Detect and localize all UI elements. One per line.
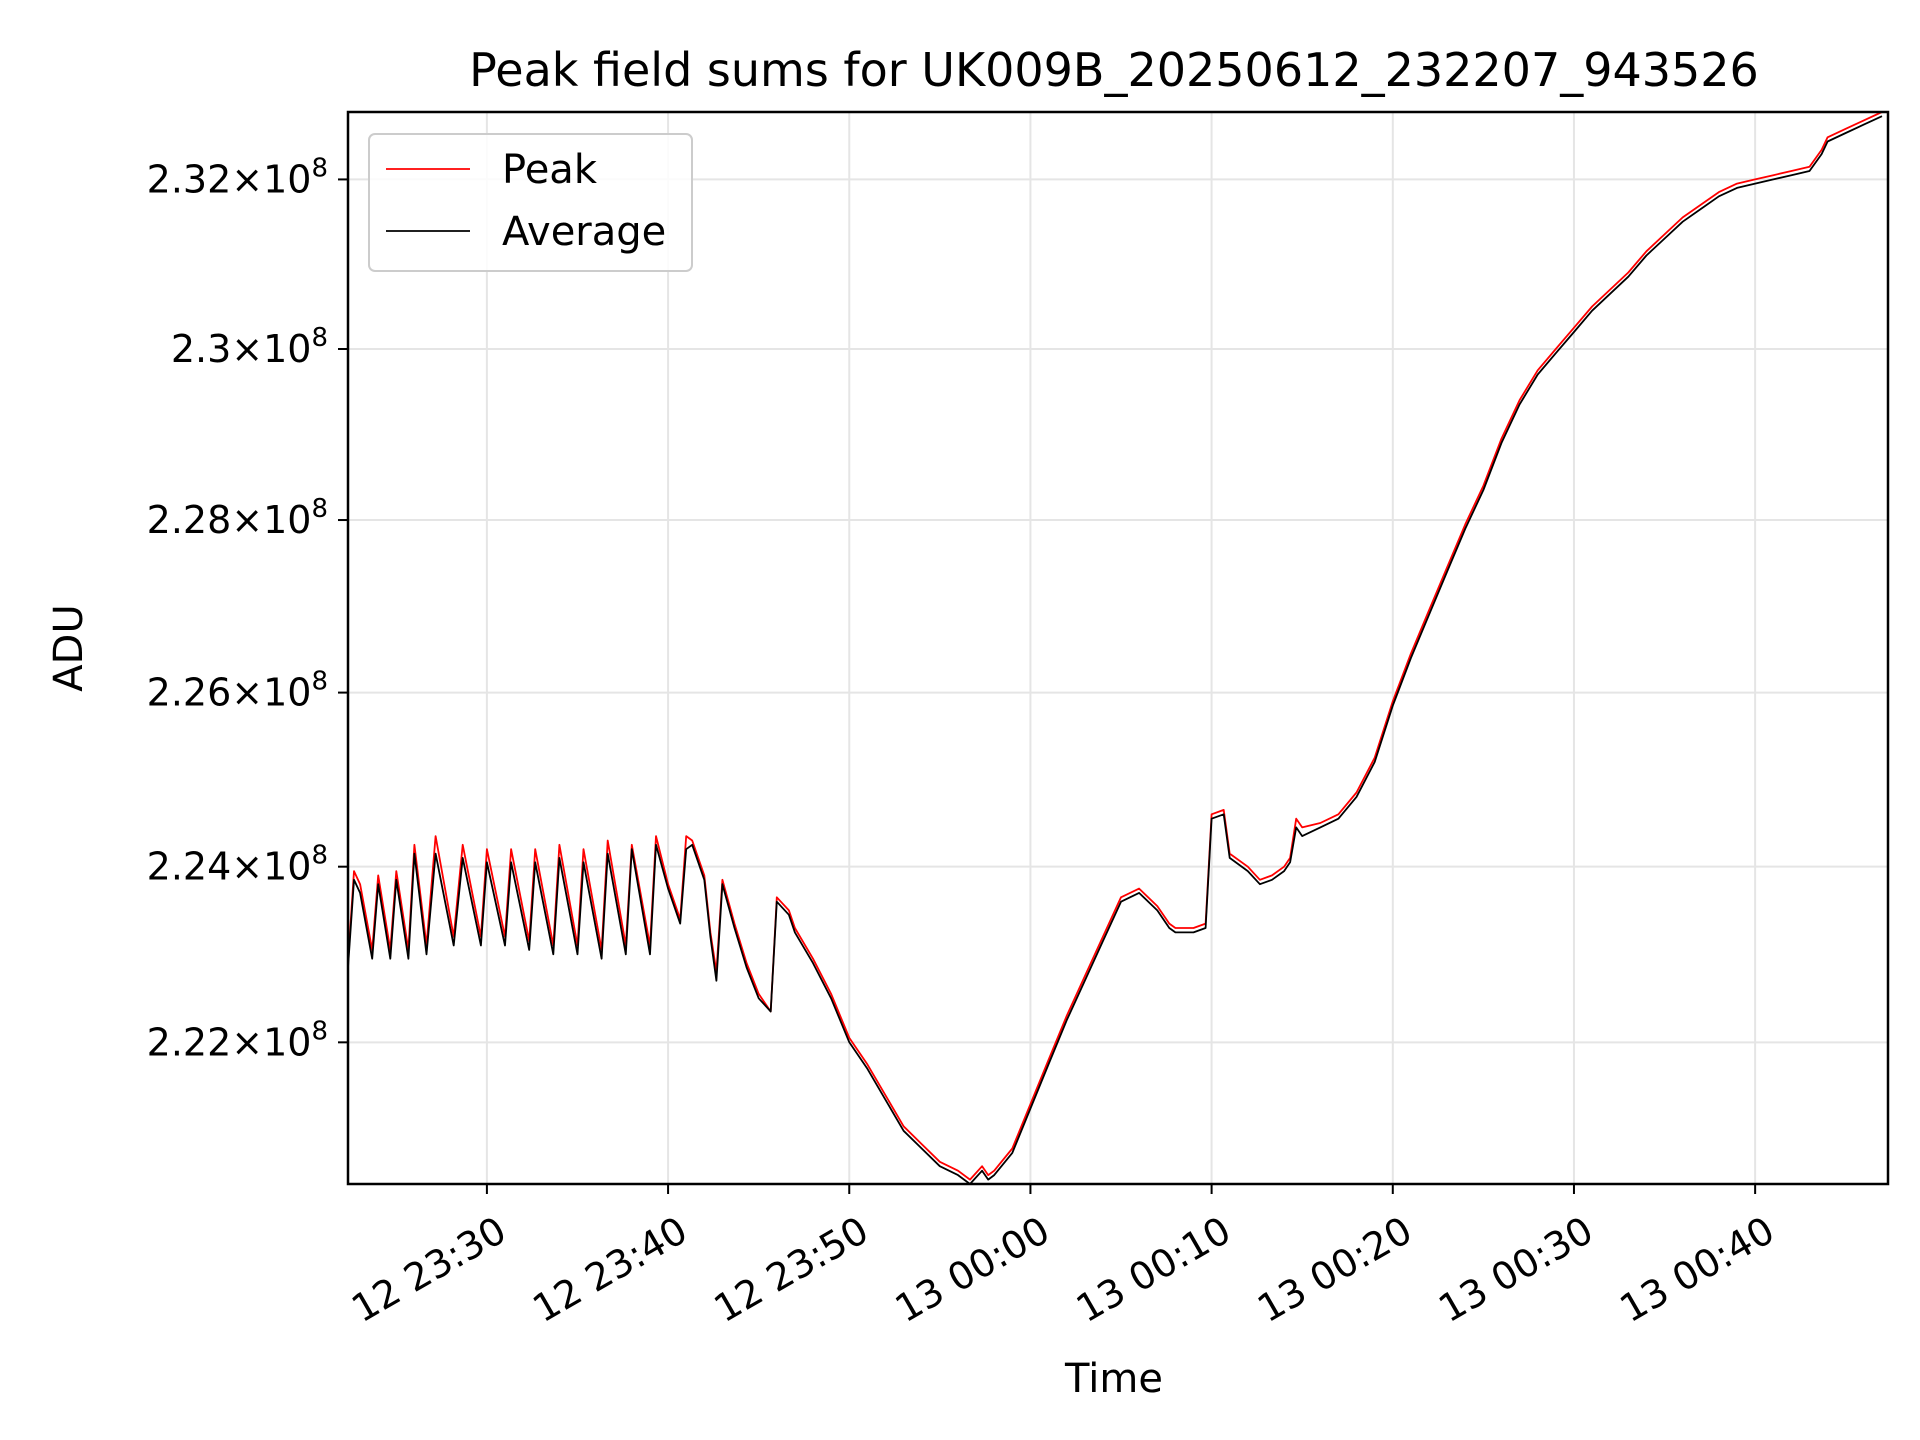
legend: Peak Average bbox=[368, 133, 693, 272]
y-tick-label: 2.3×108 bbox=[171, 323, 328, 371]
y-tick-exponent: 8 bbox=[311, 667, 328, 697]
y-tick-exponent: 8 bbox=[311, 841, 328, 871]
y-tick-exponent: 8 bbox=[311, 323, 328, 353]
y-tick-exponent: 8 bbox=[311, 1016, 328, 1046]
y-tick-mantissa: 2.24 bbox=[147, 845, 232, 889]
y-tick-mantissa: 2.28 bbox=[147, 498, 232, 542]
y-tick-exponent: 8 bbox=[311, 494, 328, 524]
y-tick-label: 2.28×108 bbox=[147, 494, 328, 542]
x-axis-label: Time bbox=[1064, 1356, 1163, 1402]
y-tick-times: ×10 bbox=[231, 845, 311, 889]
y-tick-times: ×10 bbox=[231, 157, 311, 201]
y-tick-times: ×10 bbox=[231, 671, 311, 715]
series-line-average bbox=[347, 115, 1883, 1185]
plot-frame bbox=[346, 110, 1890, 1186]
y-tick-times: ×10 bbox=[231, 1020, 311, 1064]
grid bbox=[348, 112, 1888, 1184]
y-tick-mantissa: 2.26 bbox=[147, 671, 232, 715]
y-tick-mantissa: 2.32 bbox=[147, 157, 232, 201]
y-tick-label: 2.26×108 bbox=[147, 667, 328, 715]
legend-label-peak: Peak bbox=[502, 147, 598, 193]
y-tick-mantissa: 2.3 bbox=[171, 327, 231, 371]
series-lines bbox=[347, 111, 1883, 1185]
y-tick-label: 2.22×108 bbox=[147, 1016, 328, 1064]
y-tick-label: 2.32×108 bbox=[147, 153, 328, 201]
y-tick-mantissa: 2.22 bbox=[147, 1020, 232, 1064]
y-tick-exponent: 8 bbox=[311, 153, 328, 183]
series-line-peak bbox=[347, 111, 1883, 1181]
y-tick-label: 2.24×108 bbox=[147, 841, 328, 889]
legend-label-average: Average bbox=[502, 209, 666, 255]
chart-title: Peak field sums for UK009B_20250612_2322… bbox=[469, 43, 1759, 97]
y-axis-ticks: 2.22×1082.24×1082.26×1082.28×1082.3×1082… bbox=[147, 153, 348, 1064]
y-tick-times: ×10 bbox=[231, 327, 311, 371]
y-tick-times: ×10 bbox=[231, 498, 311, 542]
y-axis-label: ADU bbox=[46, 604, 92, 691]
